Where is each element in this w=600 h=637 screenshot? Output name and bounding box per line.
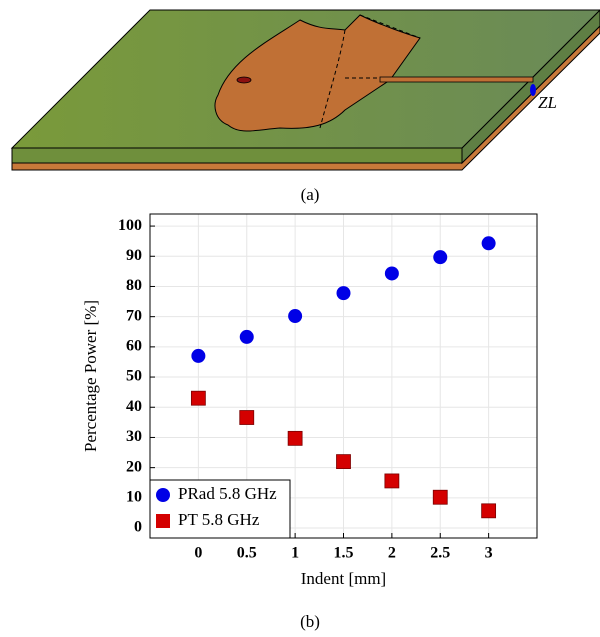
antenna-diagram: ZL (a) bbox=[10, 9, 600, 204]
x-tick-label: 2.5 bbox=[430, 545, 450, 562]
port-label: ZL bbox=[538, 93, 557, 112]
marker bbox=[336, 454, 351, 470]
y-tick-label: 20 bbox=[126, 458, 142, 475]
marker bbox=[288, 309, 303, 324]
marker bbox=[191, 348, 206, 363]
x-tick-label: 2 bbox=[388, 545, 396, 562]
y-tick-label: 50 bbox=[126, 368, 142, 385]
marker bbox=[336, 286, 351, 301]
x-tick-label: 0.5 bbox=[237, 545, 257, 562]
marker bbox=[433, 250, 448, 265]
marker bbox=[239, 329, 254, 344]
y-tick-label: 70 bbox=[126, 307, 142, 324]
legend-label: PT 5.8 GHz bbox=[178, 510, 260, 529]
x-axis-label: Indent [mm] bbox=[301, 569, 386, 588]
legend-label: PRad 5.8 GHz bbox=[178, 484, 277, 503]
legend-box bbox=[149, 479, 291, 539]
board-side bbox=[11, 147, 463, 164]
marker bbox=[481, 503, 497, 519]
port bbox=[530, 84, 536, 96]
caption-b: (b) bbox=[300, 612, 320, 631]
x-tick-label: 3 bbox=[485, 545, 493, 562]
marker bbox=[239, 410, 255, 425]
caption-a: (a) bbox=[301, 185, 320, 204]
marker bbox=[384, 473, 400, 489]
marker bbox=[384, 266, 399, 281]
y-tick-label: 40 bbox=[126, 398, 142, 415]
x-tick-label: 1.5 bbox=[334, 545, 354, 562]
patch-edge bbox=[319, 14, 421, 129]
y-tick-label: 30 bbox=[126, 428, 142, 445]
x-tick-label: 1 bbox=[291, 545, 299, 562]
legend-marker bbox=[156, 514, 170, 528]
y-tick-label: 80 bbox=[126, 277, 142, 294]
y-tick-label: 60 bbox=[126, 338, 142, 355]
y-axis-label: Percentage Power [%] bbox=[81, 300, 100, 452]
x-tick-label: 0 bbox=[194, 545, 202, 562]
y-tick-label: 10 bbox=[126, 489, 142, 506]
marker bbox=[432, 489, 448, 505]
marker bbox=[287, 430, 303, 446]
y-tick-label: 90 bbox=[126, 247, 142, 264]
plot: 0 0.5 1 1.5 2 2.5 30102030405060708090100Inden… bbox=[81, 213, 538, 631]
y-tick-label: 100 bbox=[118, 217, 142, 234]
feed-line bbox=[379, 76, 534, 83]
via bbox=[236, 76, 252, 84]
plot-frame bbox=[149, 213, 538, 539]
marker bbox=[481, 236, 496, 251]
marker bbox=[190, 390, 206, 406]
y-tick-label: 0 bbox=[134, 519, 142, 536]
legend-marker bbox=[156, 488, 170, 502]
